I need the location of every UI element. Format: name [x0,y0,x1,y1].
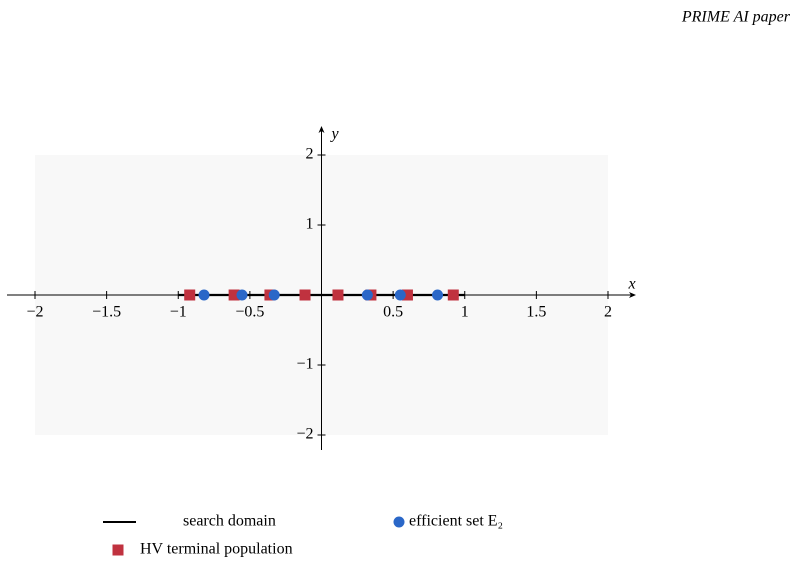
x-axis-label: x [627,276,635,293]
square-point [401,289,413,301]
x-tick-label: −1 [170,304,187,321]
y-tick-label: 2 [306,146,314,163]
circle-point [394,289,406,301]
x-tick-label: −0.5 [235,304,264,321]
y-tick-label: −1 [296,356,313,373]
x-tick-label: −2 [26,304,43,321]
x-axis-arrow [629,292,636,298]
x-tick-label: 2 [604,304,612,321]
x-tick-label: −1.5 [92,304,121,321]
legend-swatch [393,516,405,528]
x-tick-label: 1.5 [526,304,546,321]
legend-label: HV terminal population [140,541,293,558]
circle-point [198,289,210,301]
header: PRIME AI paper [681,9,791,26]
circle-point [236,289,248,301]
y-tick-label: −2 [296,426,313,443]
square-point [184,289,196,301]
square-point [447,289,459,301]
y-axis-arrow [318,126,325,133]
square-point [299,289,311,301]
square-point [228,289,240,301]
square-point [332,289,344,301]
circle-point [432,289,444,301]
y-tick-label: 1 [306,216,314,233]
legend-label: search domain [183,513,276,530]
x-tick-label: 1 [461,304,469,321]
legend-swatch [112,544,124,556]
x-tick-label: 0.5 [383,304,403,321]
y-axis-label: y [329,126,339,143]
circle-point [361,289,373,301]
circle-point [268,289,280,301]
legend-label: efficient set E₂ [409,513,503,530]
